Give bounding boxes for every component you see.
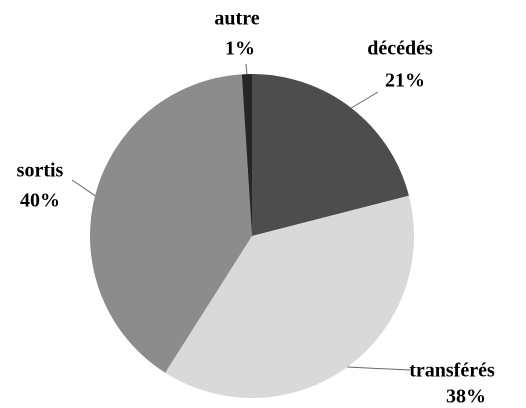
pie-slice: [241, 74, 252, 236]
slice-label: sortis: [17, 160, 64, 182]
leader-line: [347, 366, 411, 371]
pie-slice: [252, 74, 409, 236]
slice-value-label: 38%: [446, 386, 486, 408]
pie-slice: [89, 74, 252, 373]
leader-line: [245, 63, 248, 75]
pie-slice: [165, 195, 414, 398]
leader-line: [351, 91, 379, 109]
slice-value-label: 40%: [20, 190, 60, 212]
slice-value-label: 1%: [225, 38, 255, 60]
leader-line: [71, 179, 96, 197]
slice-label: autre: [214, 8, 259, 30]
slice-value-label: 21%: [385, 70, 425, 92]
slice-label: transférés: [409, 360, 495, 382]
slice-label: décédés: [367, 38, 433, 60]
